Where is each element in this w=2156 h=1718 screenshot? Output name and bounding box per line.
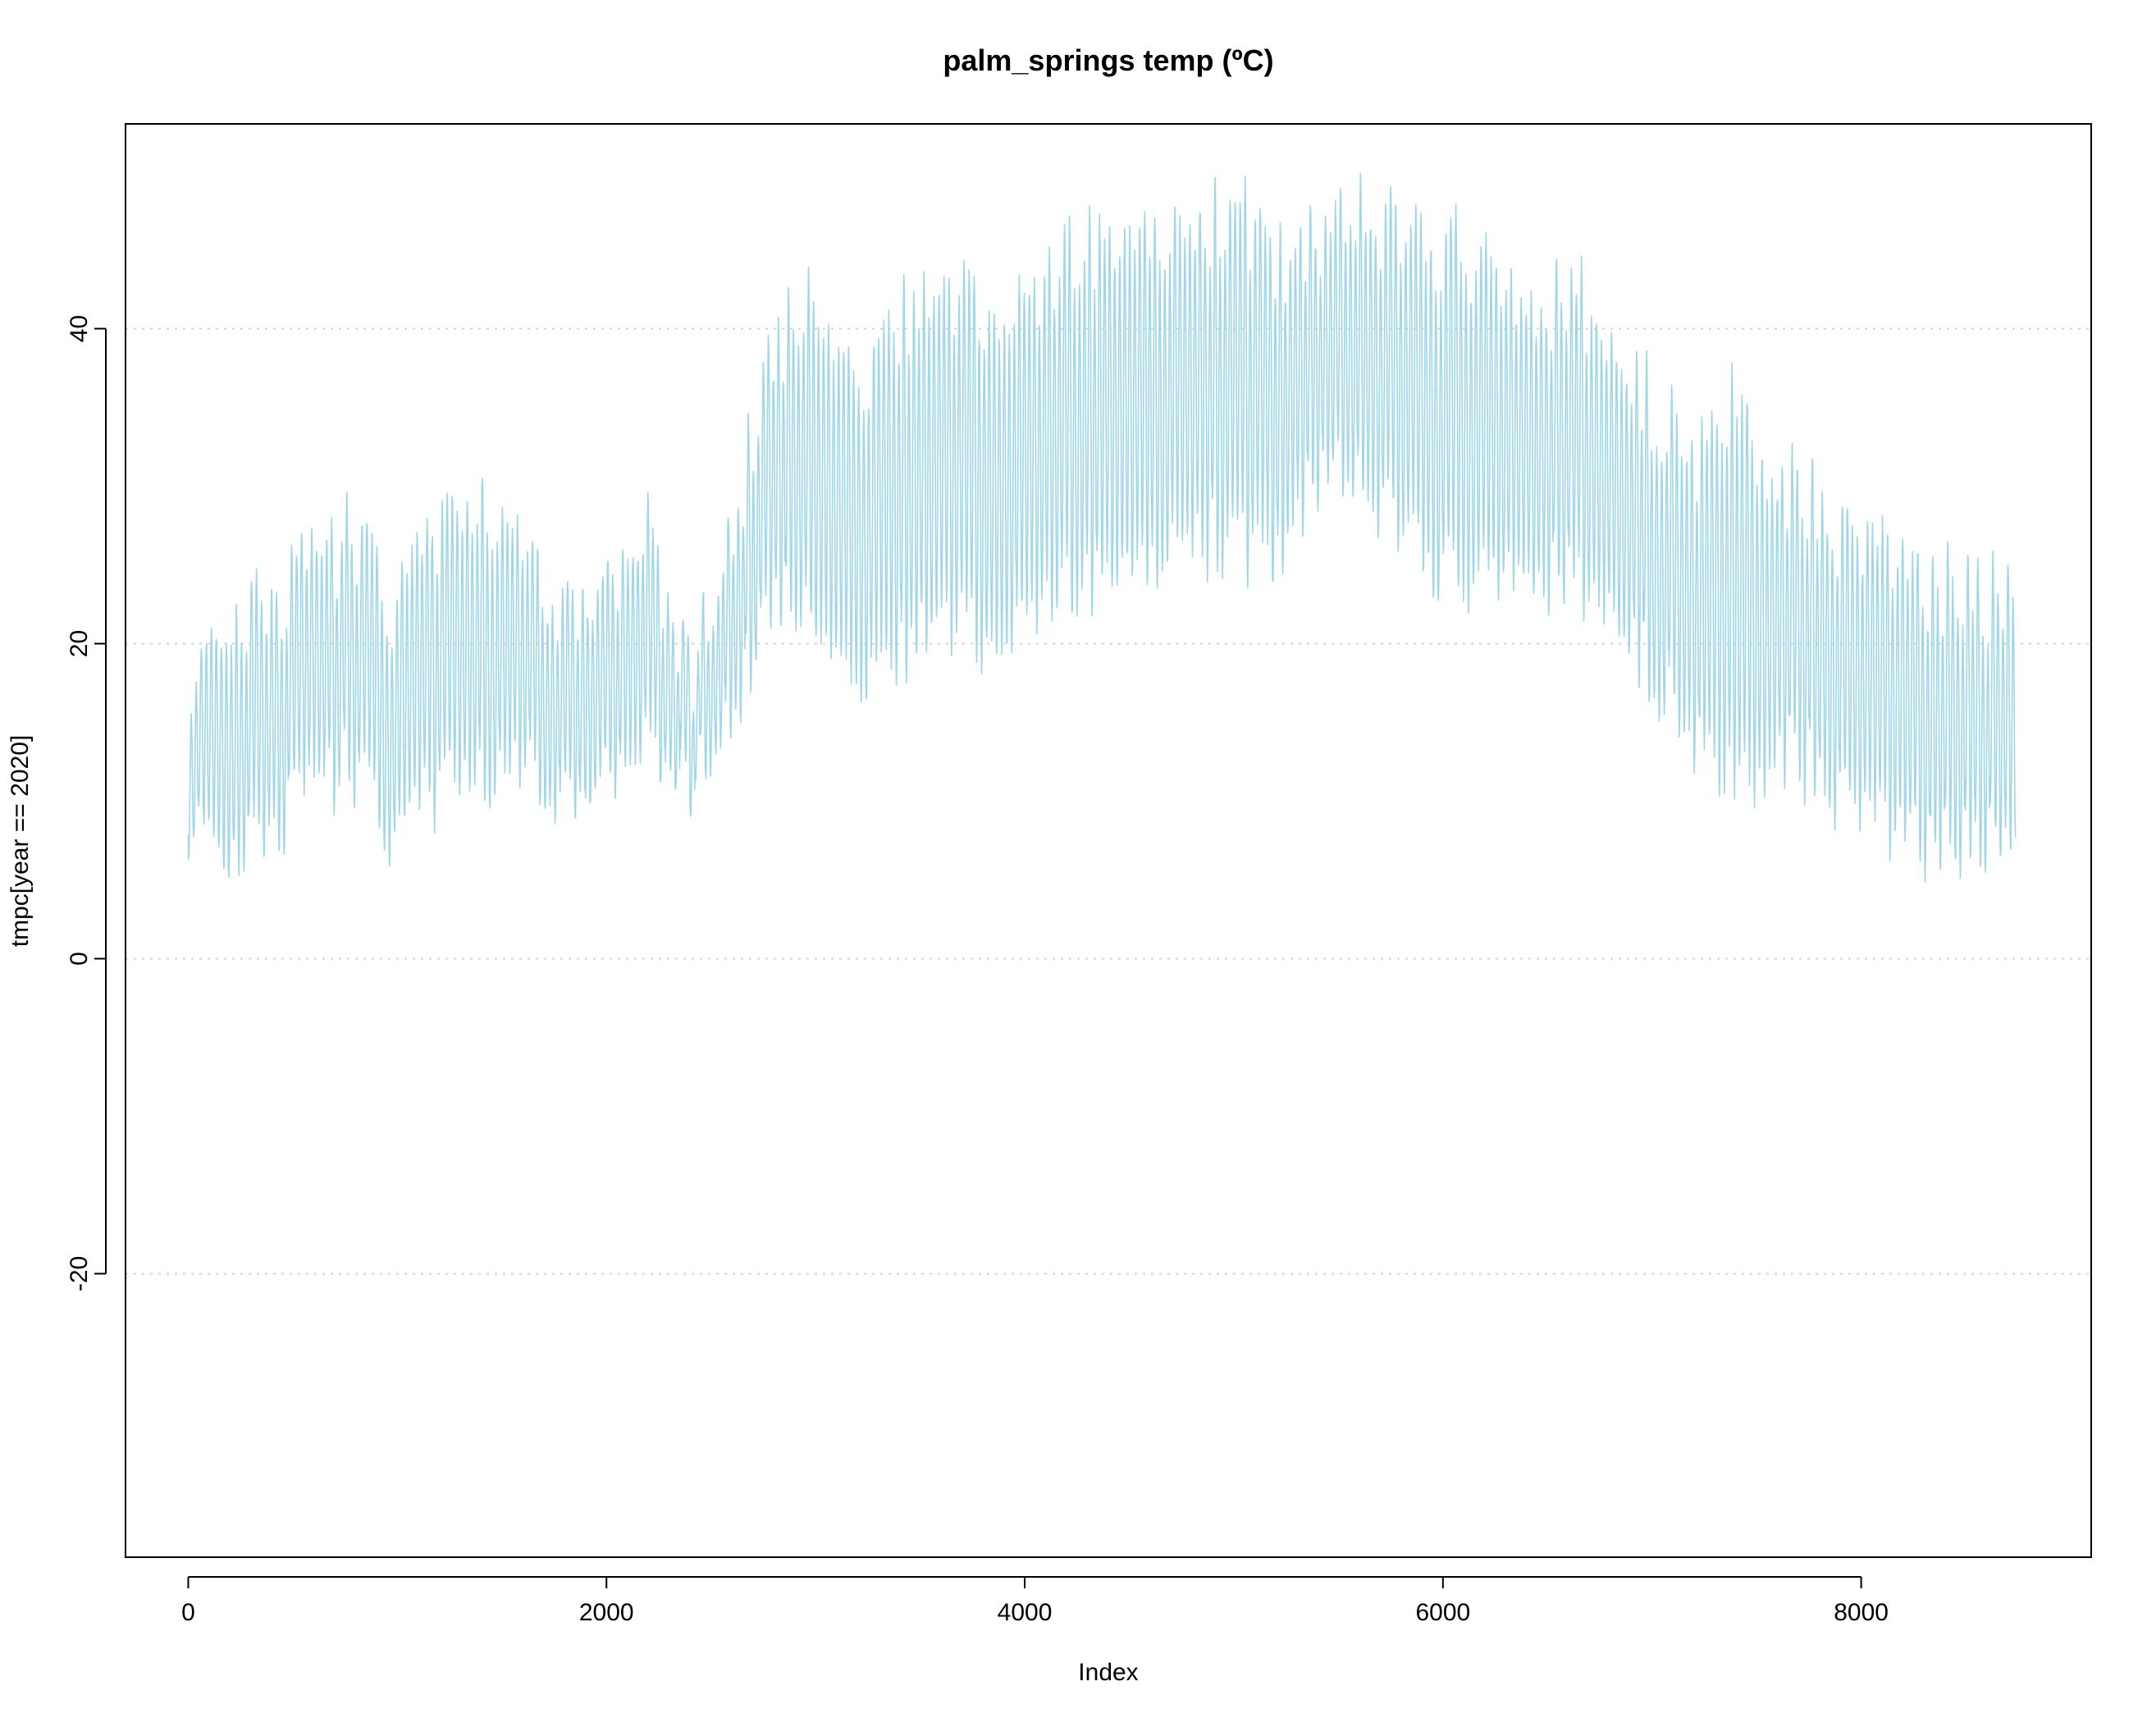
y-tick-label-0: -20 — [66, 1256, 93, 1291]
x-axis-label: Index — [1078, 1659, 1138, 1686]
x-tick-label-4: 8000 — [1834, 1599, 1889, 1626]
y-axis-label: tmpc[year == 2020] — [7, 735, 34, 948]
y-tick-label-1: 0 — [66, 952, 93, 966]
y-tick-label-3: 40 — [66, 315, 93, 342]
chart-title: palm_springs temp (ºC) — [943, 43, 1273, 77]
y-tick-label-2: 20 — [66, 630, 93, 657]
x-tick-label-0: 0 — [181, 1599, 195, 1626]
x-tick-label-2: 4000 — [998, 1599, 1053, 1626]
plot-frame — [125, 123, 2092, 1558]
series-line — [187, 172, 2017, 884]
x-tick-label-1: 2000 — [579, 1599, 634, 1626]
y-axis: -20 0 20 40 — [66, 315, 107, 1291]
series-line-group — [187, 172, 2017, 884]
x-axis: 0 2000 4000 6000 8000 — [181, 1576, 1889, 1626]
x-tick-label-3: 6000 — [1415, 1599, 1470, 1626]
